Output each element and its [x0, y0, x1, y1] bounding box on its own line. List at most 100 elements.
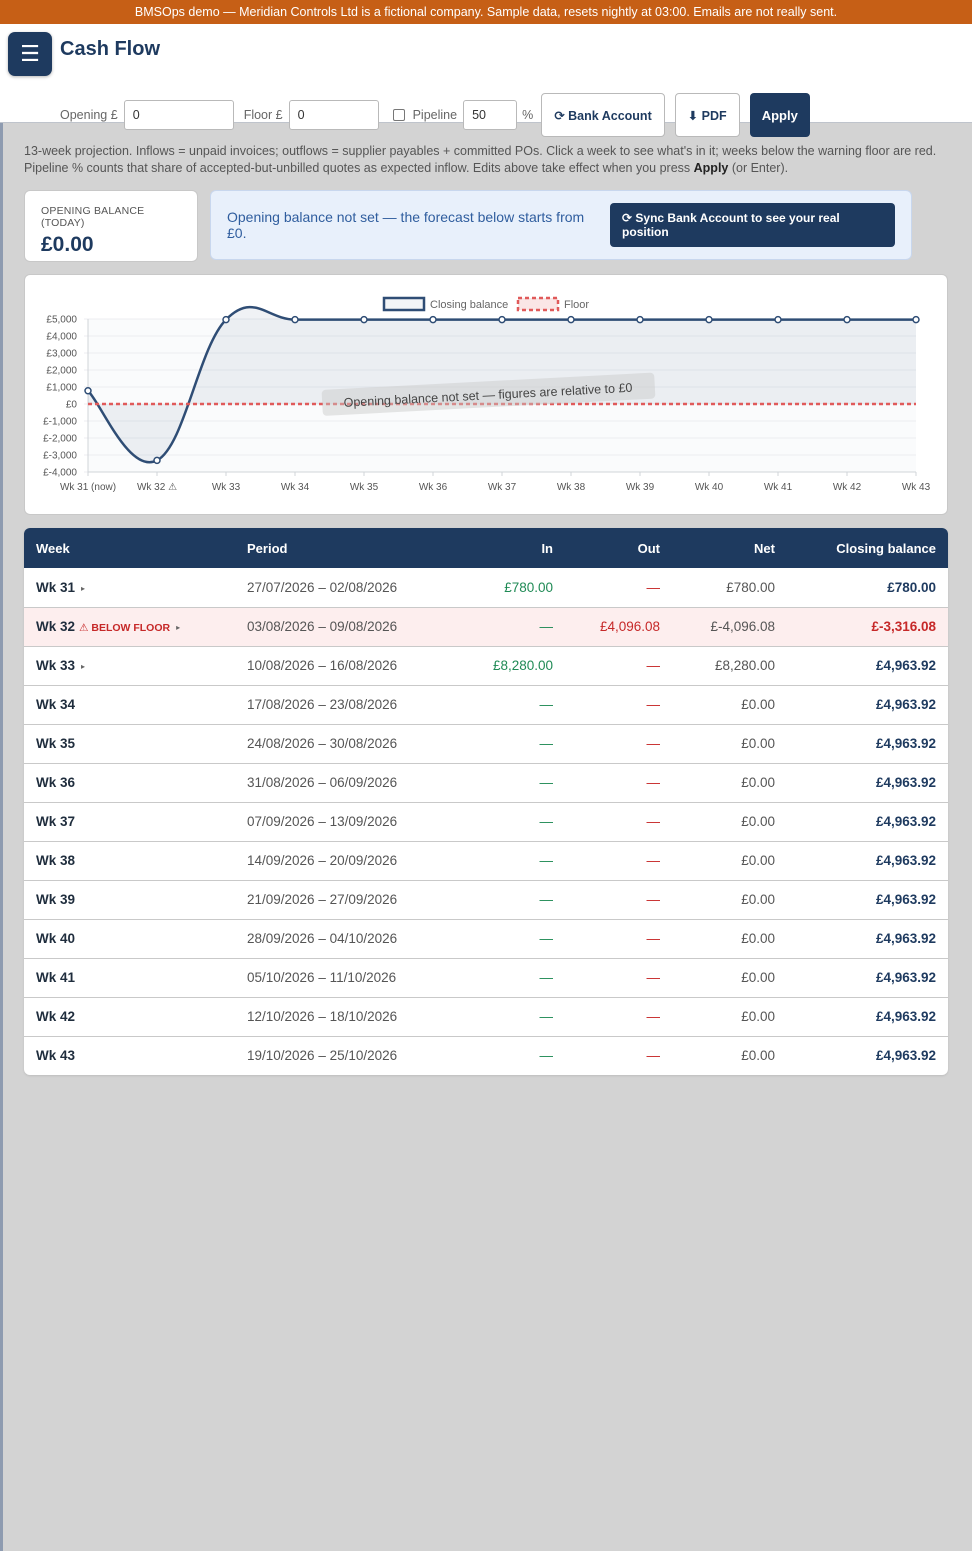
out-cell: —: [646, 579, 661, 595]
sync-bank-account-button[interactable]: ⟳ Sync Bank Account to see your real pos…: [610, 203, 895, 247]
intro-text: 13-week projection. Inflows = unpaid inv…: [24, 143, 952, 177]
x-tick-label: Wk 43: [902, 482, 931, 493]
period-cell: 12/10/2026 – 18/10/2026: [247, 1009, 398, 1024]
period-cell: 07/09/2026 – 13/09/2026: [247, 814, 398, 829]
table-header-row: Week Period In Out Net Closing balance: [24, 528, 948, 568]
net-cell: £-4,096.08: [710, 619, 775, 634]
y-tick-label: £4,000: [46, 332, 77, 343]
net-cell: £0.00: [741, 970, 775, 985]
week-row[interactable]: Wk 35 24/08/2026 – 30/08/2026 — — £0.00 £4,96…: [24, 724, 948, 763]
x-tick-label: Wk 32 ⚠: [137, 482, 177, 493]
opening-balance-notice: Opening balance not set — the forecast b…: [210, 190, 912, 260]
legend-floor-label: Floor: [564, 299, 589, 311]
out-cell: —: [646, 892, 661, 907]
in-cell: £8,280.00: [492, 658, 553, 673]
week-row[interactable]: Wk 36 31/08/2026 – 06/09/2026 — — £0.00 £4,96…: [24, 763, 948, 802]
net-cell: £0.00: [741, 814, 775, 829]
in-cell: —: [539, 931, 554, 946]
legend-floor-swatch: [516, 296, 560, 312]
closing-balance-point: [912, 315, 920, 324]
out-cell: —: [646, 970, 661, 985]
opening-balance-label: OPENING BALANCE (TODAY): [41, 205, 145, 229]
closing-balance-point: [705, 315, 713, 324]
period-cell: 21/09/2026 – 27/09/2026: [247, 892, 398, 907]
net-cell: £0.00: [741, 775, 775, 790]
net-cell: £0.00: [741, 697, 775, 712]
y-tick-label: £-4,000: [43, 468, 77, 479]
expand-caret-icon[interactable]: ▸: [176, 622, 181, 632]
week-row[interactable]: Wk 43 19/10/2026 – 25/10/2026 — — £0.00 £4,96…: [24, 1036, 948, 1075]
pdf-button[interactable]: ⬇ PDF: [674, 93, 740, 137]
page-header: ☰ Cash Flow Opening £ Floor £ Pipeline %…: [0, 24, 972, 137]
expand-caret-icon[interactable]: ▸: [81, 661, 86, 671]
x-tick-label: Wk 36: [419, 482, 448, 493]
period-cell: 27/07/2026 – 02/08/2026: [247, 579, 398, 595]
notice-text: Opening balance not set — the forecast b…: [227, 209, 585, 241]
week-row[interactable]: Wk 40 28/09/2026 – 04/10/2026 — — £0.00 £4,96…: [24, 919, 948, 958]
week-row[interactable]: Wk 41 05/10/2026 – 11/10/2026 — — £0.00 £4,96…: [24, 958, 948, 997]
opening-input[interactable]: [123, 100, 234, 130]
week-row[interactable]: Wk 37 07/09/2026 – 13/09/2026 — — £0.00 £4,96…: [24, 802, 948, 841]
in-cell: —: [539, 892, 554, 907]
week-label: Wk 38: [36, 853, 76, 868]
x-tick-label: Wk 42: [833, 482, 862, 493]
pipeline-checkbox[interactable]: [392, 109, 405, 121]
week-label: Wk 41: [36, 970, 76, 985]
week-row[interactable]: Wk 34 17/08/2026 – 23/08/2026 — — £0.00 £4,96…: [24, 685, 948, 724]
closing-cell: £4,963.92: [875, 1048, 936, 1064]
col-header-net: Net: [754, 540, 775, 556]
opening-label: Opening £: [60, 108, 118, 122]
period-cell: 10/08/2026 – 16/08/2026: [247, 658, 398, 673]
left-edge-stripe: [0, 122, 3, 1551]
x-tick-label: Wk 40: [695, 482, 724, 493]
x-tick-label: Wk 39: [626, 482, 655, 493]
closing-balance-point: [774, 315, 782, 324]
out-cell: —: [646, 931, 661, 946]
period-cell: 03/08/2026 – 09/08/2026: [247, 619, 398, 634]
y-tick-label: £5,000: [46, 315, 77, 326]
weeks-table-card: Week Period In Out Net Closing balance Wk 31 ▸…: [24, 528, 948, 1075]
apply-button[interactable]: Apply: [749, 93, 810, 137]
closing-balance-point: [291, 315, 299, 324]
expand-caret-icon[interactable]: ▸: [81, 583, 86, 593]
closing-cell: £4,963.92: [875, 931, 936, 946]
period-cell: 31/08/2026 – 06/09/2026: [247, 775, 398, 790]
out-cell: —: [646, 736, 661, 751]
in-cell: —: [539, 853, 554, 868]
closing-cell: £4,963.92: [875, 814, 936, 829]
week-cell: Wk 42: [24, 997, 235, 1036]
closing-cell: £4,963.92: [875, 697, 936, 712]
menu-icon[interactable]: ☰: [8, 32, 52, 76]
intro-text-before: 13-week projection. Inflows = unpaid inv…: [24, 144, 937, 175]
cashflow-chart: £5,000 £4,000 £3,000 £2,000 £1,000 £0 £-1,000 £…: [43, 296, 931, 493]
week-row[interactable]: Wk 32 ⚠ BELOW FLOOR ▸ 03/08/2026 – 09/08/20…: [24, 607, 948, 646]
y-tick-label: £-1,000: [43, 417, 77, 428]
closing-balance-point: [84, 386, 92, 395]
page-title: Cash Flow: [60, 38, 161, 60]
floor-input[interactable]: [288, 100, 379, 130]
y-tick-label: £2,000: [46, 366, 77, 377]
week-cell: Wk 37: [24, 802, 235, 841]
closing-balance-point: [429, 315, 437, 324]
week-label: Wk 35: [36, 736, 76, 751]
week-row[interactable]: Wk 31 ▸ 27/07/2026 – 02/08/2026 £780.00 — £78…: [24, 568, 948, 607]
week-label: Wk 40: [36, 931, 76, 946]
in-cell: —: [539, 1048, 554, 1064]
week-row[interactable]: Wk 39 21/09/2026 – 27/09/2026 — — £0.00 £4,96…: [24, 880, 948, 919]
period-cell: 24/08/2026 – 30/08/2026: [247, 736, 398, 751]
week-cell: Wk 41: [24, 958, 235, 997]
week-label: Wk 42: [36, 1009, 76, 1024]
x-tick-label: Wk 37: [488, 482, 517, 493]
period-cell: 05/10/2026 – 11/10/2026: [247, 970, 397, 985]
week-cell: Wk 35: [24, 724, 235, 763]
pipeline-input[interactable]: [463, 100, 518, 130]
period-cell: 17/08/2026 – 23/08/2026: [247, 697, 398, 712]
bank-account-button[interactable]: ⟳ Bank Account: [541, 93, 665, 137]
x-tick-label: Wk 34: [281, 482, 310, 493]
week-row[interactable]: Wk 42 12/10/2026 – 18/10/2026 — — £0.00 £4,96…: [24, 997, 948, 1036]
week-row[interactable]: Wk 38 14/09/2026 – 20/09/2026 — — £0.00 £4,96…: [24, 841, 948, 880]
x-tick-label: Wk 33: [212, 482, 241, 493]
closing-balance-point: [843, 315, 851, 324]
in-cell: —: [539, 970, 554, 985]
week-row[interactable]: Wk 33 ▸ 10/08/2026 – 16/08/2026 £8,280.00 — £…: [24, 646, 948, 685]
